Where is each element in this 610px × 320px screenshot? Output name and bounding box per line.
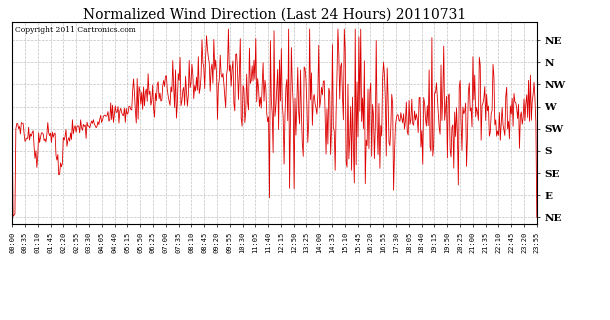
Title: Normalized Wind Direction (Last 24 Hours) 20110731: Normalized Wind Direction (Last 24 Hours…: [83, 7, 466, 21]
Text: Copyright 2011 Cartronics.com: Copyright 2011 Cartronics.com: [15, 27, 135, 35]
